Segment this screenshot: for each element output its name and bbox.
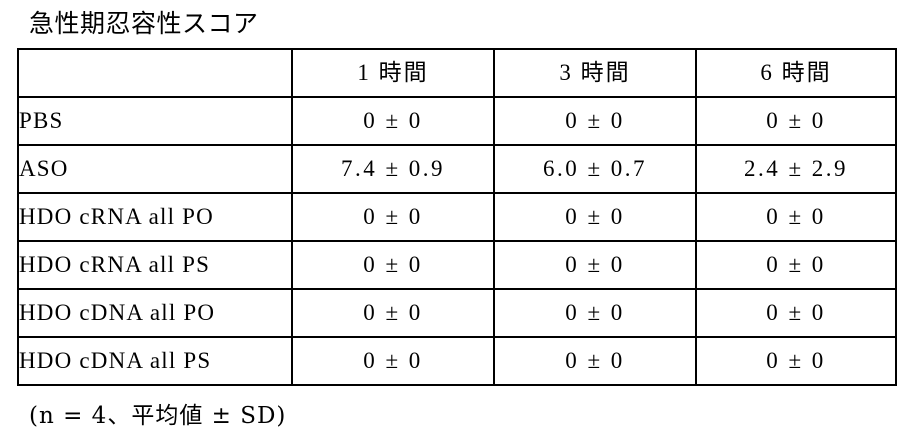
- row-label-pbs: PBS: [18, 97, 292, 145]
- row-label-hdo-crna-all-ps: HDO cRNA all PS: [18, 241, 292, 289]
- cell-pbs-6h: 0 ± 0: [696, 97, 896, 145]
- cell-hdo-crna-all-po-3h: 0 ± 0: [494, 193, 696, 241]
- cell-hdo-crna-all-po-6h: 0 ± 0: [696, 193, 896, 241]
- table-row: PBS 0 ± 0 0 ± 0 0 ± 0: [18, 97, 896, 145]
- column-header-3h: 3 時間: [494, 49, 696, 97]
- table-corner-cell: [18, 49, 292, 97]
- cell-hdo-crna-all-ps-6h: 0 ± 0: [696, 241, 896, 289]
- cell-hdo-crna-all-ps-1h: 0 ± 0: [292, 241, 494, 289]
- page-title: 急性期忍容性スコア: [29, 8, 259, 40]
- cell-hdo-cdna-all-ps-3h: 0 ± 0: [494, 337, 696, 385]
- cell-pbs-3h: 0 ± 0: [494, 97, 696, 145]
- column-header-1h: 1 時間: [292, 49, 494, 97]
- row-label-hdo-cdna-all-ps: HDO cDNA all PS: [18, 337, 292, 385]
- cell-aso-6h: 2.4 ± 2.9: [696, 145, 896, 193]
- row-label-hdo-crna-all-po: HDO cRNA all PO: [18, 193, 292, 241]
- cell-hdo-cdna-all-po-6h: 0 ± 0: [696, 289, 896, 337]
- cell-aso-3h: 6.0 ± 0.7: [494, 145, 696, 193]
- row-label-hdo-cdna-all-po: HDO cDNA all PO: [18, 289, 292, 337]
- cell-hdo-cdna-all-ps-1h: 0 ± 0: [292, 337, 494, 385]
- cell-hdo-cdna-all-po-3h: 0 ± 0: [494, 289, 696, 337]
- acute-tolerability-score-figure: 急性期忍容性スコア 1 時間 3 時間 6 時間 PBS 0 ± 0 0 ± 0…: [0, 0, 923, 448]
- cell-hdo-cdna-all-po-1h: 0 ± 0: [292, 289, 494, 337]
- table-row: ASO 7.4 ± 0.9 6.0 ± 0.7 2.4 ± 2.9: [18, 145, 896, 193]
- table-header-row: 1 時間 3 時間 6 時間: [18, 49, 896, 97]
- row-label-aso: ASO: [18, 145, 292, 193]
- table-row: HDO cRNA all PO 0 ± 0 0 ± 0 0 ± 0: [18, 193, 896, 241]
- acute-tolerability-score-table: 1 時間 3 時間 6 時間 PBS 0 ± 0 0 ± 0 0 ± 0 ASO…: [17, 48, 897, 386]
- cell-hdo-crna-all-po-1h: 0 ± 0: [292, 193, 494, 241]
- table-row: HDO cDNA all PS 0 ± 0 0 ± 0 0 ± 0: [18, 337, 896, 385]
- cell-hdo-cdna-all-ps-6h: 0 ± 0: [696, 337, 896, 385]
- cell-pbs-1h: 0 ± 0: [292, 97, 494, 145]
- cell-hdo-crna-all-ps-3h: 0 ± 0: [494, 241, 696, 289]
- cell-aso-1h: 7.4 ± 0.9: [292, 145, 494, 193]
- table-row: HDO cRNA all PS 0 ± 0 0 ± 0 0 ± 0: [18, 241, 896, 289]
- column-header-6h: 6 時間: [696, 49, 896, 97]
- table-footnote: (n = 4、平均値 ± SD): [29, 400, 286, 432]
- table-row: HDO cDNA all PO 0 ± 0 0 ± 0 0 ± 0: [18, 289, 896, 337]
